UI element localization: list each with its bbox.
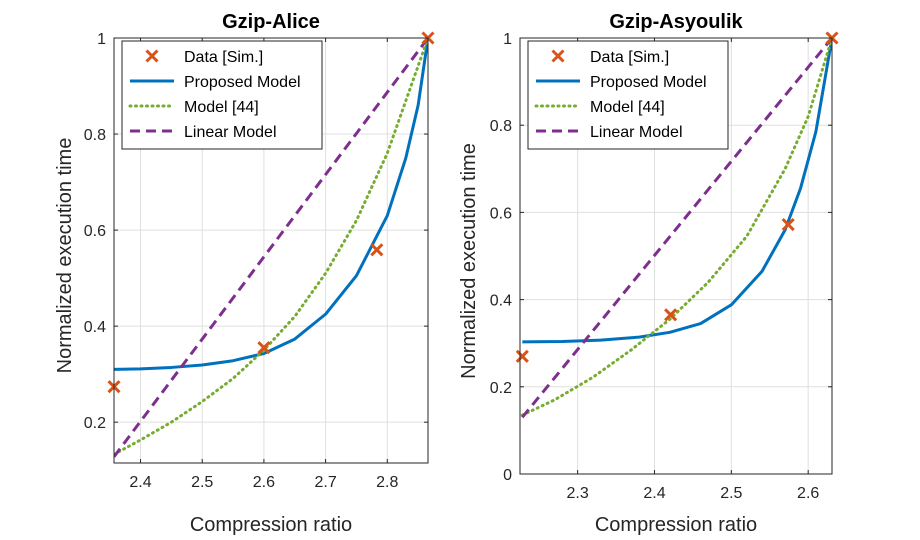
series-group <box>114 36 428 458</box>
y-tick-label: 0.8 <box>490 118 512 135</box>
legend-label: Proposed Model <box>590 74 707 91</box>
chart-title: Gzip-Asyoulik <box>609 11 743 33</box>
x-axis-label: Compression ratio <box>190 514 352 536</box>
legend: Data [Sim.] Proposed Model Model [44] Linea… <box>121 40 323 150</box>
data-point-marker <box>781 218 795 232</box>
legend-label: Model [44] <box>184 99 259 116</box>
series-line-model-44 <box>520 36 832 417</box>
x-tick-label: 2.6 <box>253 474 275 491</box>
axes-box <box>519 37 833 475</box>
series-line-linear-model <box>114 37 428 458</box>
y-tick-label: 0 <box>503 467 512 484</box>
chart-panel-2: 2.3 2.4 2.5 2.6 0 0.2 0.4 0.6 0.8 1 Gzip-Asyoulik C… <box>458 11 839 536</box>
x-tick-label: 2.8 <box>376 474 398 491</box>
legend-label: Data [Sim.] <box>590 49 669 66</box>
y-tick-label: 0.2 <box>490 380 512 397</box>
y-tick-label: 0.4 <box>490 293 512 310</box>
x-tick-label: 2.5 <box>191 474 213 491</box>
x-tick-label: 2.4 <box>129 474 151 491</box>
y-tick-label: 0.6 <box>490 205 512 222</box>
legend: Data [Sim.] Proposed Model Model [44] Linea… <box>527 40 729 150</box>
x-tick-label: 2.3 <box>567 485 589 502</box>
data-point-marker <box>515 349 529 363</box>
series-line-proposed-model <box>114 37 428 371</box>
x-axis-label: Compression ratio <box>595 514 757 536</box>
y-tick-label: 1 <box>97 31 106 48</box>
y-tick-label: 0.4 <box>84 319 106 336</box>
y-tick-label: 0.2 <box>84 415 106 432</box>
legend-label: Model [44] <box>590 99 665 116</box>
x-tick-label: 2.6 <box>797 485 819 502</box>
chart-title: Gzip-Alice <box>222 11 320 33</box>
y-tick-label: 0.6 <box>84 223 106 240</box>
data-point-marker <box>257 341 271 355</box>
legend-label: Data [Sim.] <box>184 49 263 66</box>
legend-label: Linear Model <box>590 124 683 141</box>
legend-label: Proposed Model <box>184 74 301 91</box>
y-axis-label: Normalized execution time <box>54 138 76 374</box>
chart-panel-1: 2.4 2.5 2.6 2.7 2.8 0.2 0.4 0.6 0.8 1 Gzip-Alice Co… <box>54 11 435 536</box>
x-tick-label: 2.7 <box>314 474 336 491</box>
legend-label: Linear Model <box>184 124 277 141</box>
data-point-marker <box>664 308 678 322</box>
legend-marker-icon <box>145 49 159 63</box>
series-group <box>520 36 832 419</box>
axes-box <box>113 37 429 464</box>
series-line-proposed-model <box>522 37 832 344</box>
legend-marker-icon <box>551 49 565 63</box>
data-point-marker <box>370 243 384 257</box>
y-tick-label: 0.8 <box>84 127 106 144</box>
series-line-linear-model <box>521 37 832 419</box>
series-line-model-44 <box>114 36 428 456</box>
y-axis-label: Normalized execution time <box>458 143 480 379</box>
y-tick-label: 1 <box>503 31 512 48</box>
x-tick-label: 2.4 <box>643 485 665 502</box>
x-tick-label: 2.5 <box>720 485 742 502</box>
